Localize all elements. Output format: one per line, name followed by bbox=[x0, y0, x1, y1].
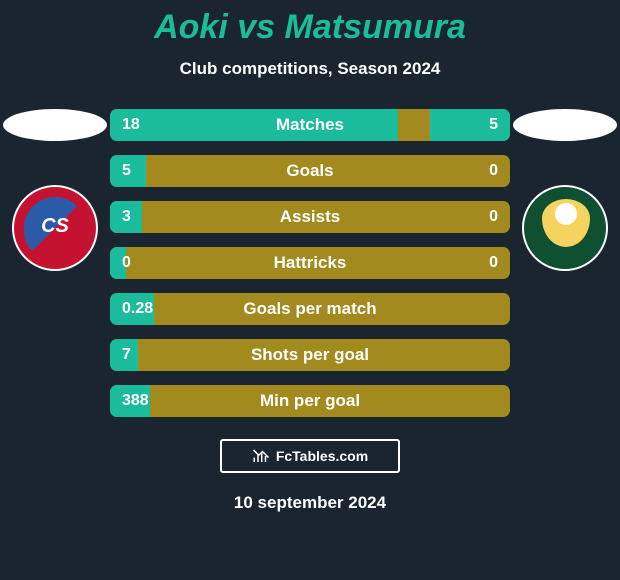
player-left-column bbox=[0, 109, 110, 271]
stat-label: Goals bbox=[110, 161, 510, 181]
stat-label: Goals per match bbox=[110, 299, 510, 319]
club-crest-right bbox=[522, 185, 608, 271]
stat-label: Assists bbox=[110, 207, 510, 227]
stat-row: 50Goals bbox=[110, 155, 510, 187]
chart-icon bbox=[252, 447, 270, 465]
flag-left bbox=[3, 109, 107, 141]
player-left-name: Aoki bbox=[154, 8, 228, 46]
stat-row: 30Assists bbox=[110, 201, 510, 233]
stat-row: 00Hattricks bbox=[110, 247, 510, 279]
stat-row: 185Matches bbox=[110, 109, 510, 141]
stat-row: 0.28Goals per match bbox=[110, 293, 510, 325]
subtitle: Club competitions, Season 2024 bbox=[0, 59, 620, 79]
player-right-name: Matsumura bbox=[285, 8, 466, 46]
player-right-column bbox=[510, 109, 620, 271]
stat-bars: 185Matches 50Goals 30Assists 00Hattricks 0.2… bbox=[110, 109, 510, 417]
club-crest-left bbox=[12, 185, 98, 271]
stat-row: 388Min per goal bbox=[110, 385, 510, 417]
stat-label: Shots per goal bbox=[110, 345, 510, 365]
comparison-title: Aoki vs Matsumura bbox=[0, 0, 620, 47]
title-vs: vs bbox=[237, 8, 275, 46]
stat-label: Min per goal bbox=[110, 391, 510, 411]
source-badge: FcTables.com bbox=[220, 439, 400, 473]
date-label: 10 september 2024 bbox=[0, 493, 620, 513]
comparison-body: 185Matches 50Goals 30Assists 00Hattricks 0.2… bbox=[0, 109, 620, 417]
flag-right bbox=[513, 109, 617, 141]
stat-label: Matches bbox=[110, 115, 510, 135]
source-text: FcTables.com bbox=[276, 448, 368, 464]
stat-row: 7Shots per goal bbox=[110, 339, 510, 371]
stat-label: Hattricks bbox=[110, 253, 510, 273]
